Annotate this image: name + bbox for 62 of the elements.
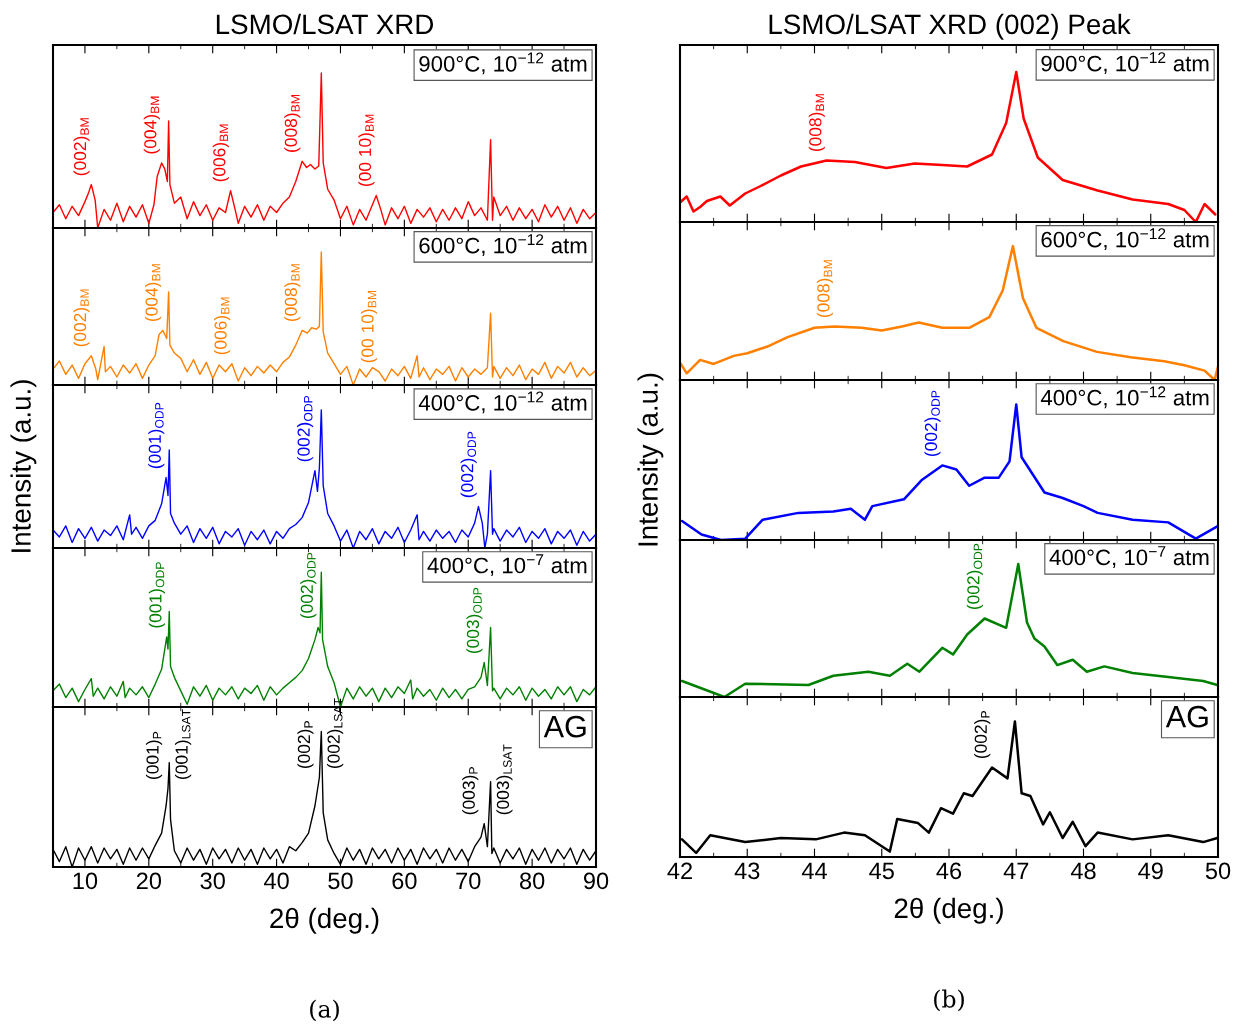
y-axis-title: Intensity (a.u.) [637, 373, 664, 546]
x-tick-label: 60 [392, 872, 417, 890]
annotation: (008)$_{BM}$ [816, 260, 833, 318]
x-tick-label: 80 [520, 872, 545, 890]
text: (a) [310, 999, 339, 1022]
annotation: (003)$_{P}$ [462, 767, 479, 815]
x-axis-title: 2θ (deg.) [270, 907, 379, 934]
annotation: (004)$_{BM}$ [145, 264, 162, 322]
annotation: 900°C, 10$^{−12}$ atm [1041, 52, 1209, 75]
annotation: (002)$_{P}$ [297, 721, 314, 769]
x-tick-label: 30 [200, 872, 225, 890]
annotation: (001)$_{LSAT}$ [175, 709, 192, 779]
annotation: 400°C, 10$^{−12}$ atm [418, 391, 587, 414]
x-tick-label: 70 [456, 872, 481, 890]
annotation: (008)$_{BM}$ [284, 95, 301, 152]
annotation: (004)$_{BM}$ [143, 96, 160, 154]
annotation: 600°C, 10$^{−12}$ atm [1041, 228, 1209, 251]
chart-title: LSMO/LSAT XRD (002) Peak [769, 13, 1131, 40]
x-tick-label: 47 [1003, 862, 1029, 879]
x-tick-label: 45 [869, 862, 894, 880]
annotation: (001)$_{P}$ [145, 731, 163, 779]
annotation: (001)$_{ODP}$ [148, 562, 165, 628]
x-tick-label: 42 [667, 862, 692, 879]
x-tick-label: 10 [73, 872, 98, 890]
chart-title: LSMO/LSAT XRD [216, 13, 434, 35]
annotation: 400°C, 10$^{−7}$ atm [1049, 546, 1209, 568]
x-tick-label: 48 [1070, 862, 1096, 880]
annotation: (002)$_{BM}$ [73, 118, 90, 176]
x-tick-label: 50 [328, 872, 353, 890]
annotation: (001)$_{ODP}$ [148, 402, 165, 469]
text: (b) [934, 989, 964, 1012]
annotation: (002)$_{P}$ [974, 711, 991, 759]
x-tick-label: 49 [1138, 862, 1163, 880]
annotation: (008)$_{BM}$ [284, 264, 301, 322]
annotation: (006)$_{BM}$ [212, 124, 229, 182]
annotation: 400°C, 10$^{−12}$ atm [1040, 386, 1209, 409]
annotation: (002)$_{ODP}$ [300, 552, 317, 619]
x-tick-label: 20 [136, 872, 162, 890]
annotation: (002)$_{BM}$ [73, 289, 90, 347]
annotation: (002)$_{ODP}$ [297, 395, 314, 462]
annotation: 900°C, 10$^{−12}$ atm [419, 52, 587, 75]
x-tick-label: 46 [936, 862, 962, 880]
x-tick-label: 50 [1205, 862, 1231, 880]
x-tick-label: 40 [264, 872, 289, 890]
annotation: (003)$_{LSAT}$ [496, 744, 513, 815]
annotation: (00 10)$_{BM}$ [358, 114, 375, 187]
y-axis-title: Intensity (a.u.) [10, 380, 37, 552]
annotation: (006)$_{BM}$ [213, 297, 231, 355]
x-tick-label: 44 [801, 862, 827, 879]
annotation: 400°C, 10$^{−7}$ atm [427, 554, 587, 576]
annotation: (008)$_{BM}$ [808, 94, 825, 152]
annotation: AG [543, 715, 586, 738]
annotation: AG [1165, 705, 1208, 728]
annotation: (003)$_{ODP}$ [466, 587, 483, 654]
x-tick-label: 43 [734, 862, 760, 880]
annotation: (002)$_{ODP}$ [460, 431, 477, 498]
x-axis-title: 2θ (deg.) [894, 897, 1003, 924]
annotation: 600°C, 10$^{−12}$ atm [419, 234, 587, 257]
annotation: (00 10)$_{BM}$ [360, 290, 378, 363]
annotation: (002)$_{ODP}$ [924, 390, 941, 457]
annotation: (002)$_{ODP}$ [966, 543, 983, 610]
x-tick-label: 90 [583, 872, 609, 890]
